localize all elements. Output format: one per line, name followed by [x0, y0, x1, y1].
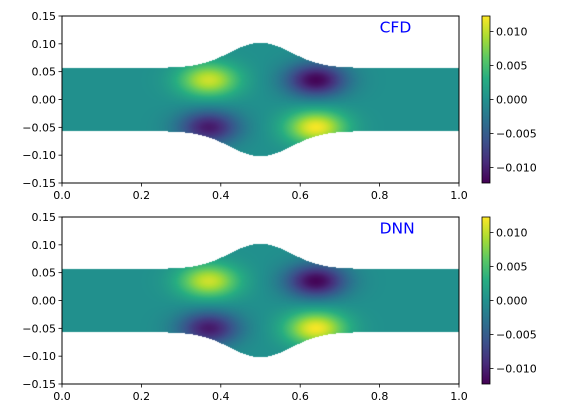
panel-dnn: 0.0 0.2 0.4 0.6 0.8 1.0 0.15 0.10 0.05 0.00 −0.05 −… [22, 211, 536, 403]
field-image [62, 217, 459, 384]
colorbar-tick-label: 0.010 [496, 227, 528, 240]
colorbar-tick-label: −0.010 [496, 161, 537, 174]
x-tick-label: 0.0 [53, 390, 71, 403]
x-tick-label: 0.2 [133, 189, 151, 202]
colorbar-tick-label: 0.005 [496, 261, 528, 274]
field-image [62, 16, 459, 183]
colorbar-tick-label: 0.010 [496, 26, 528, 39]
colorbar [481, 216, 491, 385]
y-tick-label: 0.10 [32, 38, 57, 51]
x-tick-label: 0.4 [212, 189, 230, 202]
colorbar-tick-label: −0.005 [496, 127, 537, 140]
y-tick-label: −0.15 [22, 177, 56, 190]
x-tick-label: 1.0 [450, 390, 468, 403]
x-tick-label: 0.4 [212, 390, 230, 403]
colorbar-tick-label: 0.000 [496, 94, 528, 107]
colorbar [481, 15, 491, 184]
x-tick-label: 0.6 [291, 189, 309, 202]
y-tick-label: 0.10 [32, 239, 57, 252]
x-tick-label: 0.6 [291, 390, 309, 403]
colorbar-tick-label: 0.005 [496, 60, 528, 73]
y-tick-label: −0.05 [22, 121, 56, 134]
y-tick-label: 0.00 [32, 94, 57, 107]
y-tick-label: 0.05 [32, 267, 57, 280]
y-tick-label: 0.00 [32, 295, 57, 308]
x-tick-label: 0.0 [53, 189, 71, 202]
x-tick-label: 0.8 [371, 390, 389, 403]
y-tick-label: 0.15 [32, 211, 57, 224]
colorbar-tick-label: 0.000 [496, 295, 528, 308]
x-tick-label: 0.8 [371, 189, 389, 202]
panel-cfd: 0.0 0.2 0.4 0.6 0.8 1.0 0.15 0.10 0.05 0.00 −0.05 −… [22, 10, 536, 202]
panel-annotation: DNN [380, 220, 415, 238]
panel-annotation: CFD [380, 19, 412, 37]
colorbar-tick-label: −0.010 [496, 362, 537, 375]
colorbar-tick-label: −0.005 [496, 328, 537, 341]
y-tick-label: −0.10 [22, 350, 56, 363]
y-tick-label: −0.15 [22, 378, 56, 391]
y-tick-label: 0.15 [32, 10, 57, 23]
x-tick-label: 0.2 [133, 390, 151, 403]
y-tick-label: −0.10 [22, 149, 56, 162]
y-tick-label: 0.05 [32, 66, 57, 79]
x-tick-label: 1.0 [450, 189, 468, 202]
y-tick-label: −0.05 [22, 322, 56, 335]
